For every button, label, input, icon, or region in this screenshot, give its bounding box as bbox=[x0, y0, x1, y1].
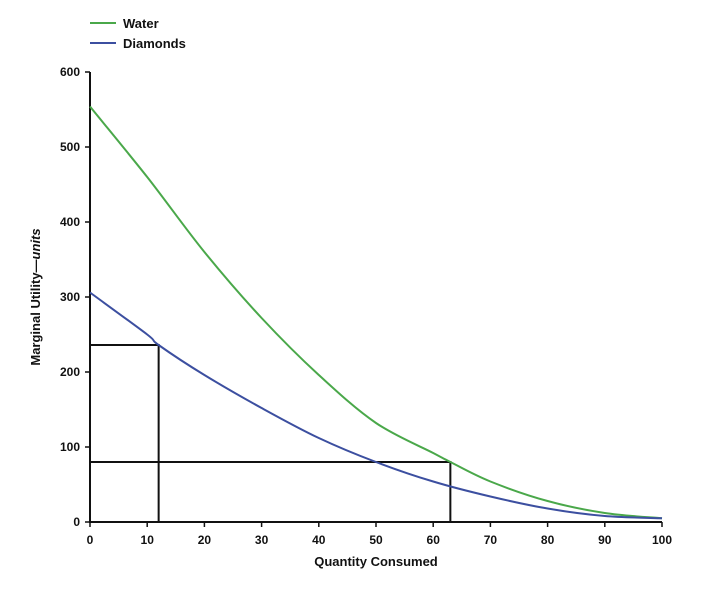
legend: Water Diamonds bbox=[90, 16, 186, 51]
x-axis-title: Quantity Consumed bbox=[314, 554, 438, 569]
y-tick-label: 400 bbox=[60, 215, 80, 229]
y-tick-label: 300 bbox=[60, 290, 80, 304]
series-lines bbox=[89, 105, 663, 520]
legend-label-diamonds: Diamonds bbox=[123, 36, 186, 51]
x-tick-label: 20 bbox=[198, 533, 212, 547]
x-tick-label: 0 bbox=[87, 533, 94, 547]
series-line-water bbox=[89, 105, 663, 520]
tick-labels: 0 10 20 30 40 50 60 70 80 90 100 0 100 200 300 400 500 60… bbox=[60, 65, 672, 547]
x-tick-label: 70 bbox=[484, 533, 498, 547]
y-tick-label: 100 bbox=[60, 440, 80, 454]
x-tick-label: 10 bbox=[141, 533, 155, 547]
annotation-rectangle bbox=[89, 461, 452, 523]
y-axis-title-main: Marginal Utility— bbox=[28, 259, 43, 365]
x-tick-label: 90 bbox=[598, 533, 612, 547]
annotation-rectangle bbox=[89, 344, 160, 523]
x-tick-label: 80 bbox=[541, 533, 555, 547]
series-line-diamonds bbox=[89, 291, 663, 520]
axes bbox=[89, 72, 662, 523]
x-tick-label: 30 bbox=[255, 533, 269, 547]
y-tick-label: 0 bbox=[73, 515, 80, 529]
y-axis-title-units: units bbox=[28, 228, 43, 259]
y-tick-label: 500 bbox=[60, 140, 80, 154]
y-axis-title: Marginal Utility—units bbox=[28, 228, 43, 365]
x-tick-label: 40 bbox=[312, 533, 326, 547]
legend-label-water: Water bbox=[123, 16, 159, 31]
x-tick-label: 50 bbox=[369, 533, 383, 547]
x-tick-label: 100 bbox=[652, 533, 672, 547]
annotation-rectangles bbox=[89, 344, 452, 523]
y-tick-label: 600 bbox=[60, 65, 80, 79]
x-tick-label: 60 bbox=[427, 533, 441, 547]
y-tick-label: 200 bbox=[60, 365, 80, 379]
